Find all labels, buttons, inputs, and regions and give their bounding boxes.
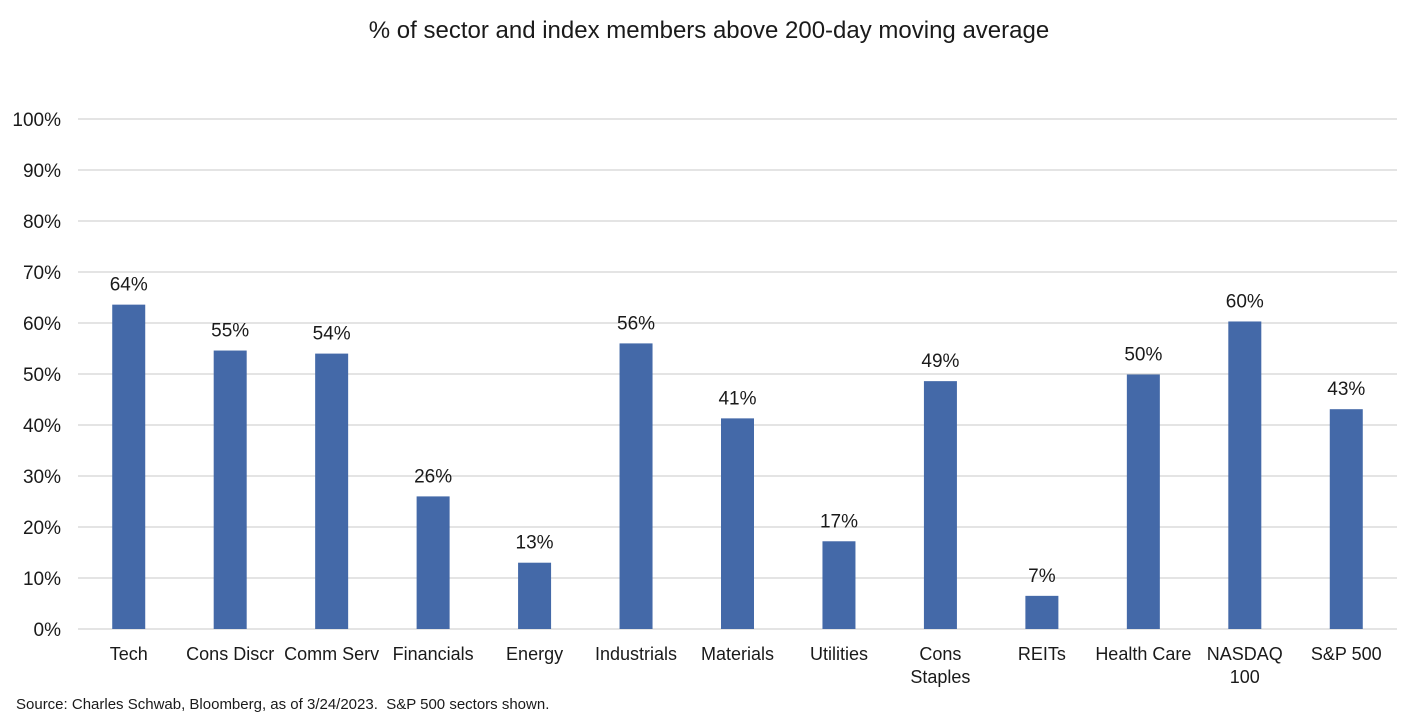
- x-tick-label-line: Cons: [919, 644, 961, 664]
- x-tick-label-line: REITs: [1018, 644, 1066, 664]
- data-label: 56%: [617, 313, 655, 334]
- y-axis-ticks: 0% 10% 20% 30% 40% 50% 60% 70% 80% 90% 100%: [12, 110, 61, 641]
- x-tick-label-line: Cons Discr: [186, 644, 274, 664]
- data-label: 60%: [1226, 291, 1264, 312]
- bar: [518, 562, 552, 629]
- data-label: 41%: [718, 388, 756, 409]
- x-tick-label-line: Comm Serv: [284, 644, 379, 664]
- data-labels: 64% 55% 54% 26% 13% 56% 41% 17% 49% 7% 50% 60% 43%: [110, 275, 1366, 587]
- y-tick-label: 10%: [23, 569, 61, 590]
- data-label: 26%: [414, 466, 452, 487]
- bar: [822, 541, 856, 629]
- bar: [112, 304, 146, 629]
- data-label: 54%: [313, 324, 351, 345]
- x-tick-label-line: Staples: [910, 667, 970, 687]
- bar: [1228, 321, 1262, 629]
- y-tick-label: 30%: [23, 467, 61, 488]
- x-tick-label-line: Utilities: [810, 644, 868, 664]
- bars: [112, 304, 1363, 629]
- data-label: 17%: [820, 511, 858, 532]
- bar: [1126, 374, 1160, 629]
- x-tick-label: Comm Serv: [284, 644, 379, 664]
- data-label: 43%: [1327, 379, 1365, 400]
- bar: [619, 343, 653, 629]
- bar: [213, 350, 247, 629]
- data-label: 64%: [110, 275, 148, 296]
- y-tick-label: 70%: [23, 263, 61, 284]
- bar: [1025, 595, 1059, 629]
- x-tick-label: Financials: [393, 644, 474, 664]
- x-tick-label-line: 100: [1230, 667, 1260, 687]
- x-tick-label: Tech: [110, 644, 148, 664]
- data-label: 55%: [211, 321, 249, 342]
- x-tick-label: S&P 500: [1311, 644, 1382, 664]
- y-tick-label: 0%: [34, 620, 62, 641]
- source-note: Source: Charles Schwab, Bloomberg, as of…: [16, 696, 550, 713]
- x-tick-label: NASDAQ 100: [1207, 644, 1283, 687]
- x-tick-label-line: Health Care: [1095, 644, 1191, 664]
- data-label: 7%: [1028, 566, 1056, 587]
- bar: [721, 418, 754, 629]
- y-tick-label: 100%: [12, 110, 61, 131]
- y-tick-label: 80%: [23, 212, 61, 233]
- data-label: 49%: [921, 351, 959, 372]
- x-tick-label: Materials: [701, 644, 774, 664]
- x-tick-label-line: S&P 500: [1311, 644, 1382, 664]
- data-label: 50%: [1124, 345, 1162, 366]
- y-tick-label: 50%: [23, 365, 61, 386]
- bar: [923, 381, 957, 629]
- bar: [1329, 409, 1363, 629]
- x-tick-label: Cons Staples: [910, 644, 970, 687]
- chart-title: % of sector and index members above 200-…: [369, 17, 1049, 44]
- x-tick-label: Industrials: [595, 644, 677, 664]
- x-tick-label: REITs: [1018, 644, 1066, 664]
- x-tick-label-line: Materials: [701, 644, 774, 664]
- x-tick-label-line: Energy: [506, 644, 563, 664]
- x-tick-label: Energy: [506, 644, 563, 664]
- x-axis-categories: Tech Cons Discr Comm Serv Financials Energy I…: [110, 644, 1382, 687]
- y-tick-label: 40%: [23, 416, 61, 437]
- y-tick-label: 20%: [23, 518, 61, 539]
- bar: [315, 353, 349, 629]
- y-tick-label: 90%: [23, 161, 61, 182]
- x-tick-label: Cons Discr: [186, 644, 274, 664]
- bar: [416, 496, 450, 629]
- x-tick-label-line: Financials: [393, 644, 474, 664]
- x-tick-label-line: NASDAQ: [1207, 644, 1283, 664]
- x-tick-label: Utilities: [810, 644, 868, 664]
- data-label: 13%: [516, 533, 554, 554]
- x-tick-label: Health Care: [1095, 644, 1191, 664]
- x-tick-label-line: Industrials: [595, 644, 677, 664]
- x-tick-label-line: Tech: [110, 644, 148, 664]
- y-tick-label: 60%: [23, 314, 61, 335]
